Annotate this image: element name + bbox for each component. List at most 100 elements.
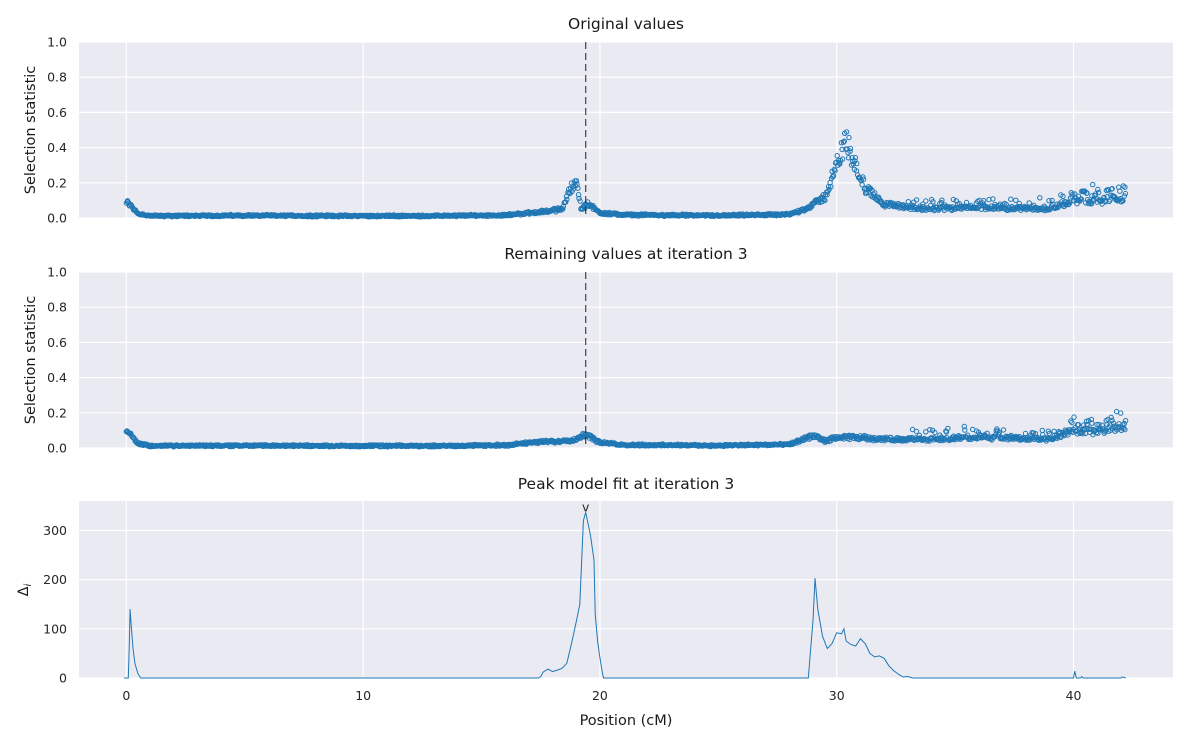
data-point: [932, 429, 938, 436]
data-point: [1122, 426, 1128, 433]
y-tick-label: 0.6: [47, 335, 67, 350]
data-point: [1085, 418, 1092, 424]
data-point: [1118, 410, 1124, 416]
data-point: [913, 428, 920, 435]
data-point: [945, 425, 951, 432]
data-point: [820, 192, 826, 198]
data-point: [927, 427, 933, 433]
data-point: [913, 197, 920, 203]
data-point: [961, 423, 967, 430]
data-point: [1013, 197, 1019, 204]
panel-title: Peak model fit at iteration 3: [518, 475, 734, 493]
data-point: [841, 138, 847, 144]
data-point: [830, 173, 837, 179]
data-point: [566, 190, 572, 196]
plot-background: [79, 272, 1173, 448]
data-point: [849, 154, 855, 161]
panel-title: Original values: [568, 15, 684, 33]
data-point: [1117, 188, 1123, 194]
data-point: [847, 145, 854, 152]
data-point: [832, 168, 838, 174]
y-tick-label: 0.8: [47, 300, 67, 315]
data-points: [123, 129, 1129, 220]
data-point: [872, 190, 878, 196]
y-tick-labels: 0.0 0.2 0.4 0.6 0.8 1.0: [47, 35, 67, 226]
panel-original-values: 0.0 0.2 0.4 0.6 0.8 1.0 Original values Selec…: [23, 15, 1173, 226]
y-axis-label: Δi: [16, 583, 34, 596]
y-tick-label: 0.2: [47, 405, 67, 420]
peak-marker: v: [582, 499, 590, 514]
data-point: [1120, 198, 1126, 204]
data-point: [1096, 189, 1102, 196]
data-point: [240, 213, 246, 219]
panel-title: Remaining values at iteration 3: [504, 245, 747, 263]
data-point: [920, 201, 926, 207]
data-point: [1119, 425, 1125, 431]
data-point: [463, 213, 469, 219]
data-point: [834, 153, 840, 159]
data-point: [1119, 197, 1125, 204]
data-point: [1081, 426, 1088, 432]
data-point: [859, 182, 865, 188]
plot-background: [79, 42, 1173, 218]
data-point: [995, 428, 1001, 434]
data-point: [839, 146, 845, 153]
x-tick-label: 40: [1066, 688, 1082, 703]
y-tick-labels: 0.0 0.2 0.4 0.6 0.8 1.0: [47, 265, 67, 456]
data-point: [950, 196, 957, 203]
data-point: [939, 197, 945, 203]
data-point: [1108, 414, 1114, 421]
data-point: [824, 192, 830, 198]
data-point: [560, 206, 566, 212]
data-point: [854, 160, 860, 167]
data-point: [860, 174, 866, 180]
y-tick-label: 1.0: [47, 35, 67, 50]
series-line: [124, 512, 1126, 679]
data-point: [923, 429, 929, 435]
data-point: [1046, 198, 1052, 204]
y-tick-label: 1.0: [47, 265, 67, 280]
data-point: [1060, 193, 1066, 200]
data-point: [843, 129, 850, 135]
data-point: [1109, 417, 1115, 423]
data-point: [990, 196, 996, 202]
y-tick-label: 200: [43, 572, 67, 587]
data-point: [838, 140, 845, 146]
data-point: [852, 154, 859, 161]
data-point: [962, 427, 968, 433]
data-point: [575, 185, 581, 191]
data-point: [570, 183, 576, 190]
data-point: [828, 184, 834, 190]
data-point: [846, 134, 852, 141]
data-point: [809, 203, 815, 209]
data-point: [1095, 186, 1101, 193]
y-tick-label: 0.0: [47, 211, 67, 226]
data-point: [1037, 195, 1043, 201]
data-point: [1000, 427, 1007, 433]
x-tick-label: 0: [122, 688, 130, 703]
data-point: [1109, 186, 1115, 192]
data-point: [1087, 200, 1094, 206]
data-point: [1071, 414, 1077, 420]
data-point: [865, 189, 871, 196]
data-point: [1110, 420, 1117, 426]
x-tick-labels: 0 10 20 30 40: [122, 688, 1081, 703]
data-point: [847, 148, 853, 154]
data-point: [575, 192, 582, 198]
data-point: [1050, 436, 1056, 443]
data-point: [1088, 416, 1095, 423]
data-point: [1016, 200, 1022, 207]
data-point: [1084, 190, 1090, 196]
x-axis-label: Position (cM): [580, 713, 673, 729]
data-point: [829, 174, 836, 180]
y-tick-label: 0.4: [47, 140, 67, 155]
data-point: [1058, 199, 1064, 205]
data-point: [1090, 181, 1096, 188]
data-point: [563, 199, 569, 205]
data-point: [576, 195, 582, 202]
data-point: [1088, 201, 1095, 207]
y-tick-label: 300: [43, 523, 67, 538]
panel-remaining-values: 0.0 0.2 0.4 0.6 0.8 1.0 Remaining values at i…: [23, 245, 1173, 456]
y-axis-label: Selection statistic: [23, 296, 39, 425]
